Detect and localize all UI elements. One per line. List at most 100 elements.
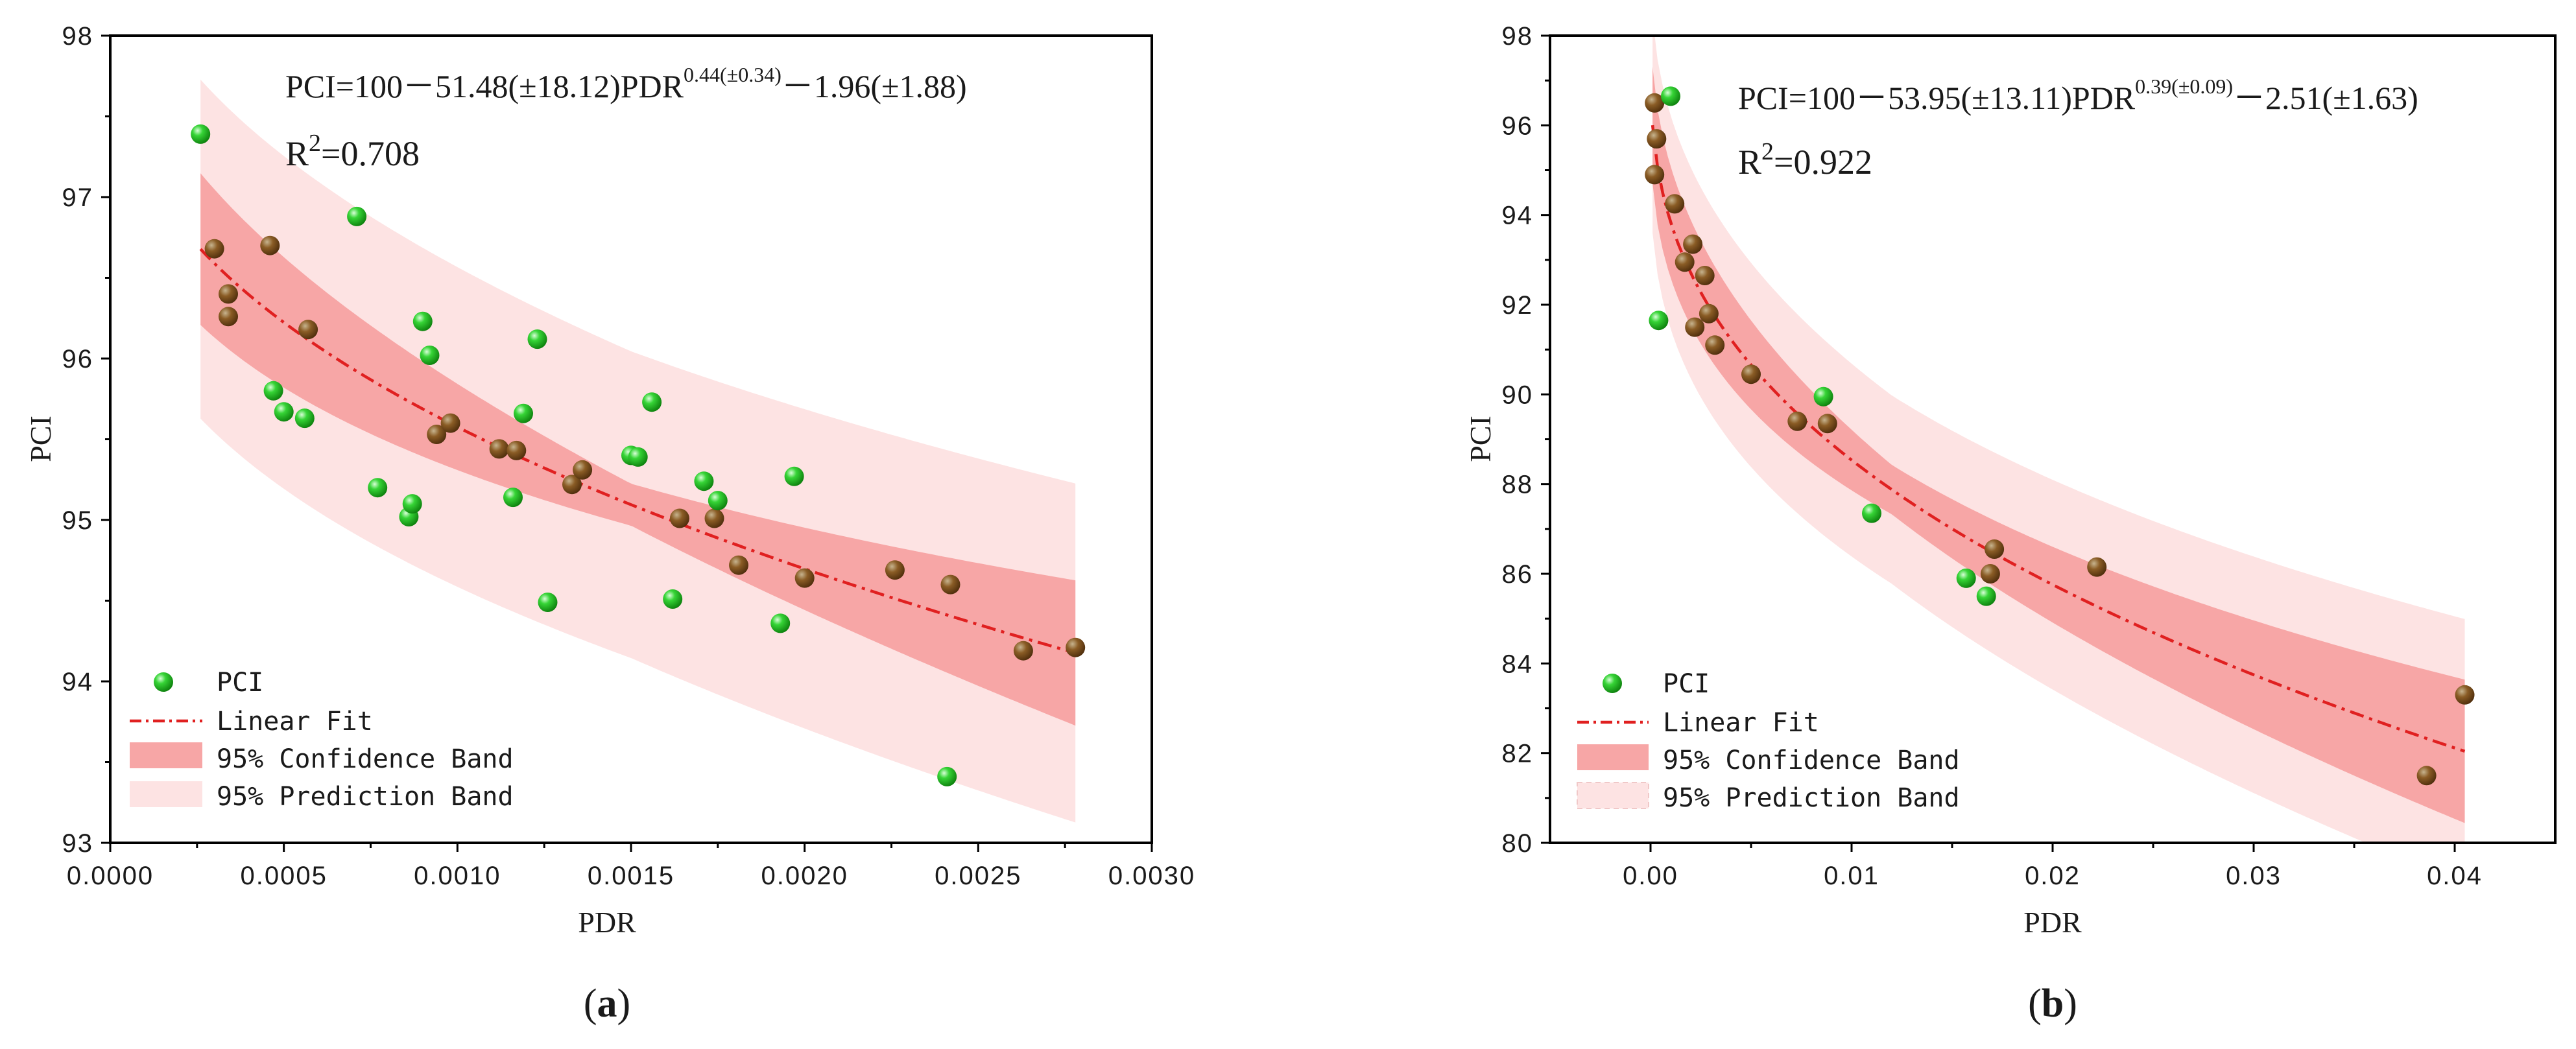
panel-a-y-ticks: 93 94 95 96 97 98 [62,22,110,858]
x-tick-label: 0.0015 [588,862,674,890]
fit-line [1651,124,2466,753]
panel-b-points [1645,86,2475,786]
data-point [294,408,315,429]
r-squared: R2=0.922 [1738,138,1872,182]
x-tick-label: 0.0025 [935,862,1021,890]
x-axis-title: PDR [2023,906,2082,939]
data-point [784,466,804,486]
data-point [507,440,527,460]
y-tick-label: 88 [1502,471,1534,499]
legend-prediction-swatch [1577,782,1649,809]
data-point [420,346,440,365]
x-axis-title: PDR [578,906,636,939]
data-point [628,447,648,467]
panel-b: 0.00 0.01 0.02 0.03 0.04 80 82 84 86 88 90 92 94 96 9… [1464,22,2557,1026]
y-tick-label: 82 [1502,740,1534,768]
y-tick-label: 94 [1502,202,1534,230]
y-tick-label: 93 [62,829,94,858]
data-point [527,329,547,349]
legend-label: 95% Prediction Band [1663,783,1960,813]
x-tick-label: 0.01 [1824,862,1879,890]
confidence-band [1652,67,2465,823]
data-point [1695,266,1715,285]
data-point [1813,386,1833,407]
panel-b-bands [1651,36,2466,843]
legend-label: Linear Fit [1663,708,1819,738]
y-tick-label: 96 [62,345,94,373]
legend-label: 95% Prediction Band [217,782,514,812]
y-tick-label: 80 [1502,829,1534,858]
legend-label: Linear Fit [217,707,373,737]
x-tick-label: 0.03 [2226,862,2282,890]
legend-item-fit: Linear Fit [130,707,373,737]
y-tick-label: 97 [62,183,94,212]
legend-confidence-swatch [1577,744,1649,770]
data-point [937,766,957,786]
y-tick-label: 84 [1502,650,1534,678]
data-point [1649,311,1669,331]
data-point [219,307,238,327]
legend-item-confidence: 95% Confidence Band [130,742,514,774]
panel-b-y-ticks: 80 82 84 86 88 90 92 94 96 98 [1502,22,1550,858]
legend-item-prediction: 95% Prediction Band [130,781,514,812]
y-tick-label: 96 [1502,112,1534,140]
legend-item-fit: Linear Fit [1577,708,1819,738]
data-point [274,402,294,422]
x-tick-label: 0.02 [2025,862,2081,890]
data-point [263,381,283,401]
panel-a-points [191,124,1086,786]
y-tick-label: 92 [1502,291,1534,320]
data-point [2087,557,2107,577]
x-tick-label: 0.0020 [761,862,848,890]
legend: PCI Linear Fit 95% Confidence Band 95% P… [1577,669,1960,813]
y-axis-title: PCI [1464,416,1497,462]
y-tick-label: 98 [1502,22,1534,51]
data-point [1675,252,1695,272]
data-point [1013,641,1033,661]
fit-equation: PCI=100－53.95(±13.11)PDR0.39(±0.09)－2.51… [1738,75,2418,116]
panel-label-a: (a) [584,982,630,1026]
data-point [1683,234,1703,254]
data-point [729,555,748,575]
data-point [704,508,724,528]
data-point [708,491,728,511]
legend-point-marker [1603,674,1622,693]
fit-equation: PCI=100－51.48(±18.12)PDR0.44(±0.34)－1.96… [285,63,967,104]
y-axis-title: PCI [24,416,57,462]
data-point [1665,194,1685,214]
data-point [1685,317,1705,337]
legend-point-marker [154,672,173,692]
data-point [191,124,211,144]
data-point [440,413,460,433]
panel-a-x-ticks: 0.0000 0.0005 0.0010 0.0015 0.0020 0.0025 0.00… [67,843,1194,890]
data-point [1645,93,1665,113]
data-point [1985,539,2005,559]
data-point [298,320,318,340]
x-tick-label: 0.00 [1623,862,1678,890]
y-tick-label: 95 [62,506,94,535]
data-point [1976,586,1996,606]
legend-item-prediction: 95% Prediction Band [1577,782,1960,813]
panel-label-b: (b) [2028,982,2077,1026]
data-point [794,568,815,588]
data-point [514,403,533,423]
panel-b-x-ticks: 0.00 0.01 0.02 0.03 0.04 [1623,843,2481,890]
data-point [562,475,582,495]
legend-confidence-swatch [130,742,202,768]
data-point [412,311,433,331]
y-tick-label: 94 [62,668,94,696]
data-point [1817,414,1837,434]
legend-label: PCI [1663,669,1710,699]
panel-a: 0.0000 0.0005 0.0010 0.0015 0.0020 0.0025 0.00… [24,22,1194,1026]
data-point [573,460,593,480]
legend-label: 95% Confidence Band [1663,746,1960,775]
data-point [2416,766,2437,786]
data-point [368,478,388,498]
data-point [1699,303,1719,324]
data-point [503,488,523,508]
legend-item-points: PCI [154,668,263,698]
data-point [427,425,447,444]
data-point [669,508,689,528]
data-point [538,593,558,612]
